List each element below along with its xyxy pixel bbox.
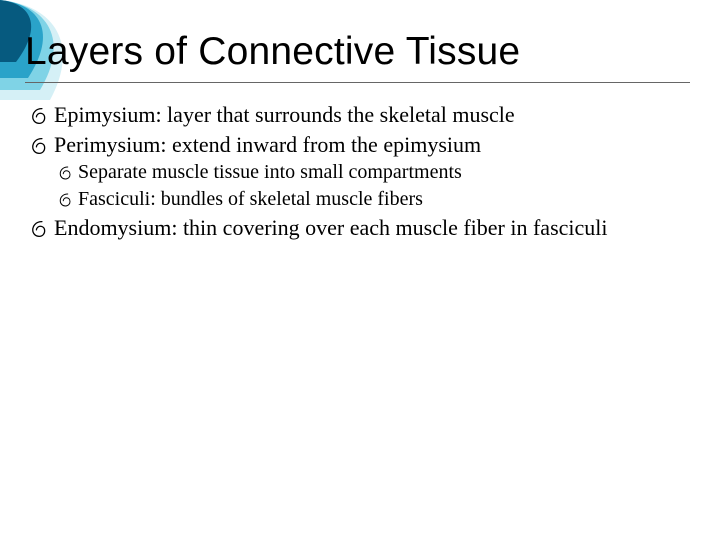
list-item-text: Endomysium: thin covering over each musc… [54,214,690,242]
slide-content: Layers of Connective Tissue Epimysium: l… [0,0,720,242]
bullet-swirl-icon [30,134,52,158]
slide-title: Layers of Connective Tissue [25,30,690,83]
list-item-text: Perimysium: extend inward from the epimy… [54,131,690,159]
list-item: Separate muscle tissue into small compar… [58,160,690,185]
bullet-swirl-icon [58,190,76,210]
list-item-text: Fasciculi: bundles of skeletal muscle fi… [78,187,690,212]
list-item: Epimysium: layer that surrounds the skel… [30,101,690,129]
list-item-text: Epimysium: layer that surrounds the skel… [54,101,690,129]
bullet-list: Epimysium: layer that surrounds the skel… [30,101,690,242]
list-item: Perimysium: extend inward from the epimy… [30,131,690,159]
bullet-swirl-icon [30,217,52,241]
bullet-swirl-icon [30,104,52,128]
list-item: Endomysium: thin covering over each musc… [30,214,690,242]
list-item: Fasciculi: bundles of skeletal muscle fi… [58,187,690,212]
bullet-swirl-icon [58,163,76,183]
list-item-text: Separate muscle tissue into small compar… [78,160,690,185]
